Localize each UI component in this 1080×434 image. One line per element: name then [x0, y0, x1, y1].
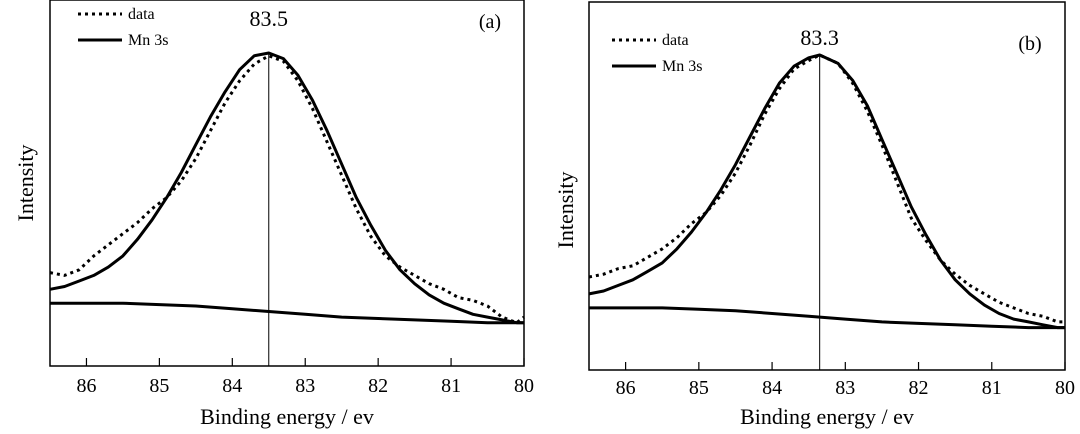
x-tick-label: 81 [441, 375, 461, 397]
legend: data Mn 3s [78, 6, 168, 49]
series-line-data [49, 54, 525, 325]
x-axis-label: Binding energy / ev [200, 404, 374, 429]
x-tick-label: 80 [514, 375, 534, 397]
legend: data Mn 3s [612, 32, 702, 75]
panel-label: (b) [1018, 33, 1041, 55]
x-ticks: 86 85 84 83 82 81 80 [76, 358, 534, 397]
legend-label-mn3s: Mn 3s [662, 58, 702, 75]
background-line [589, 306, 1065, 330]
x-axis-label: Binding energy / ev [740, 404, 914, 429]
series-line-mn-3s [588, 53, 1065, 330]
series-lines [588, 53, 1065, 330]
legend-label-mn3s: Mn 3s [128, 32, 168, 49]
x-tick-label: 85 [149, 375, 169, 397]
x-tick-label: 82 [368, 375, 388, 397]
peak-label: 83.5 [250, 6, 289, 31]
x-tick-label: 80 [1055, 377, 1075, 399]
legend-label-data: data [128, 6, 155, 23]
x-tick-label: 86 [616, 377, 636, 399]
series-line-mn-3s [49, 51, 524, 325]
background-line [50, 301, 524, 325]
x-tick-label: 81 [982, 377, 1002, 399]
x-ticks: 86 85 84 83 82 81 80 [616, 362, 1075, 399]
series-line-data [588, 53, 1065, 324]
x-tick-label: 83 [295, 375, 315, 397]
x-tick-label: 83 [835, 377, 855, 399]
x-tick-label: 84 [222, 375, 242, 397]
peak-label: 83.3 [800, 25, 839, 50]
y-axis-label: Intensity [13, 145, 38, 222]
legend-label-data: data [662, 32, 689, 49]
y-axis-label: Intensity [553, 172, 578, 249]
x-tick-label: 82 [909, 377, 929, 399]
panel-label: (a) [479, 11, 501, 33]
panel-a: 86 85 84 83 82 81 80 83.5 (a) data Mn 3s Inten… [13, 0, 534, 429]
panel-b: 86 85 84 83 82 81 80 83.3 (b) data Mn 3s Inten… [553, 1, 1075, 429]
x-tick-label: 85 [689, 377, 709, 399]
x-tick-label: 86 [76, 375, 96, 397]
x-tick-label: 84 [762, 377, 782, 399]
plot-frame [49, 0, 525, 367]
plot-frame [588, 1, 1066, 371]
series-lines [49, 51, 525, 325]
